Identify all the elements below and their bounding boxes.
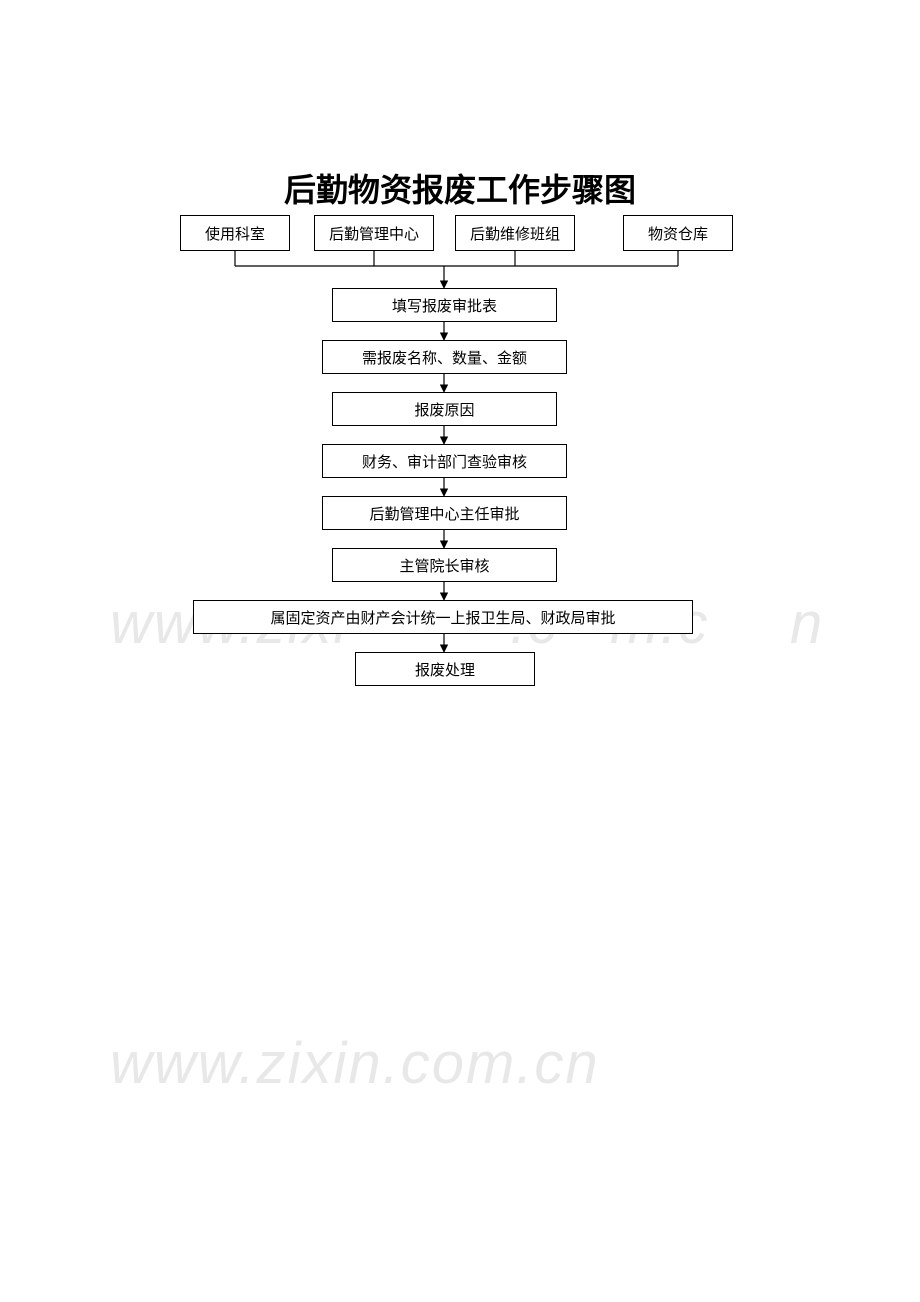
node-label: 需报废名称、数量、金额 [362,347,527,368]
node-label: 财务、审计部门查验审核 [362,451,527,472]
flowchart-node-n3: 后勤维修班组 [455,215,575,251]
node-label: 报废原因 [414,399,474,420]
watermark: n [790,590,824,657]
flowchart-node-n6: 需报废名称、数量、金额 [322,340,567,374]
node-label: 后勤管理中心 [329,223,419,244]
flowchart-node-n5: 填写报废审批表 [332,288,557,322]
flowchart-node-n11: 属固定资产由财产会计统一上报卫生局、财政局审批 [193,600,693,634]
node-label: 物资仓库 [648,223,708,244]
node-label: 属固定资产由财产会计统一上报卫生局、财政局审批 [270,607,615,628]
node-label: 使用科室 [205,223,265,244]
flowchart-node-n12: 报废处理 [355,652,535,686]
flowchart-node-n10: 主管院长审核 [332,548,557,582]
flowchart-node-n4: 物资仓库 [623,215,733,251]
flowchart-node-n2: 后勤管理中心 [314,215,434,251]
flowchart-page: www.zixi .c m.c n www.zixin.com.cn 后勤物资报… [0,0,920,1302]
node-label: 填写报废审批表 [392,295,497,316]
node-label: 主管院长审核 [399,555,489,576]
node-label: 后勤维修班组 [470,223,560,244]
flowchart-node-n8: 财务、审计部门查验审核 [322,444,567,478]
watermark: www.zixin.com.cn [110,1030,600,1097]
node-label: 后勤管理中心主任审批 [369,503,519,524]
node-label: 报废处理 [415,659,475,680]
flowchart-node-n9: 后勤管理中心主任审批 [322,496,567,530]
flowchart-node-n7: 报废原因 [332,392,557,426]
flowchart-node-n1: 使用科室 [180,215,290,251]
diagram-title: 后勤物资报废工作步骤图 [0,165,920,211]
